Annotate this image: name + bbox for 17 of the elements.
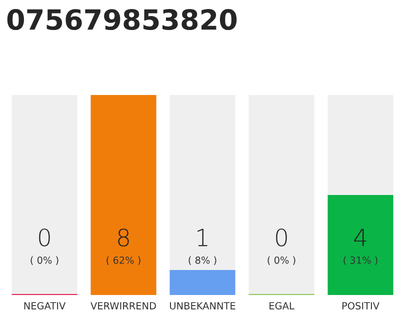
- data-label: 8: [118, 228, 129, 246]
- annotation: ( 8% ): [188, 256, 216, 265]
- annotation: ( 0% ): [30, 256, 58, 265]
- data-label: 0: [276, 228, 287, 246]
- x-tick-label: POSITIV: [342, 302, 380, 310]
- x-tick-label: EGAL: [270, 302, 294, 310]
- data-label: 0: [39, 228, 50, 246]
- data-label: 4: [354, 228, 366, 246]
- annotation: ( 62% ): [106, 256, 140, 265]
- x-tick-label: VERWIRREND: [90, 302, 156, 310]
- bar: [170, 270, 236, 295]
- chart-title: 075679853820: [7, 9, 237, 30]
- annotation: ( 0% ): [268, 256, 296, 265]
- x-tick-label: NEGATIV: [24, 302, 66, 310]
- x-tick-label: UNBEKANNTE: [170, 302, 236, 310]
- data-label: 1: [198, 228, 208, 246]
- annotation: ( 31% ): [344, 256, 378, 265]
